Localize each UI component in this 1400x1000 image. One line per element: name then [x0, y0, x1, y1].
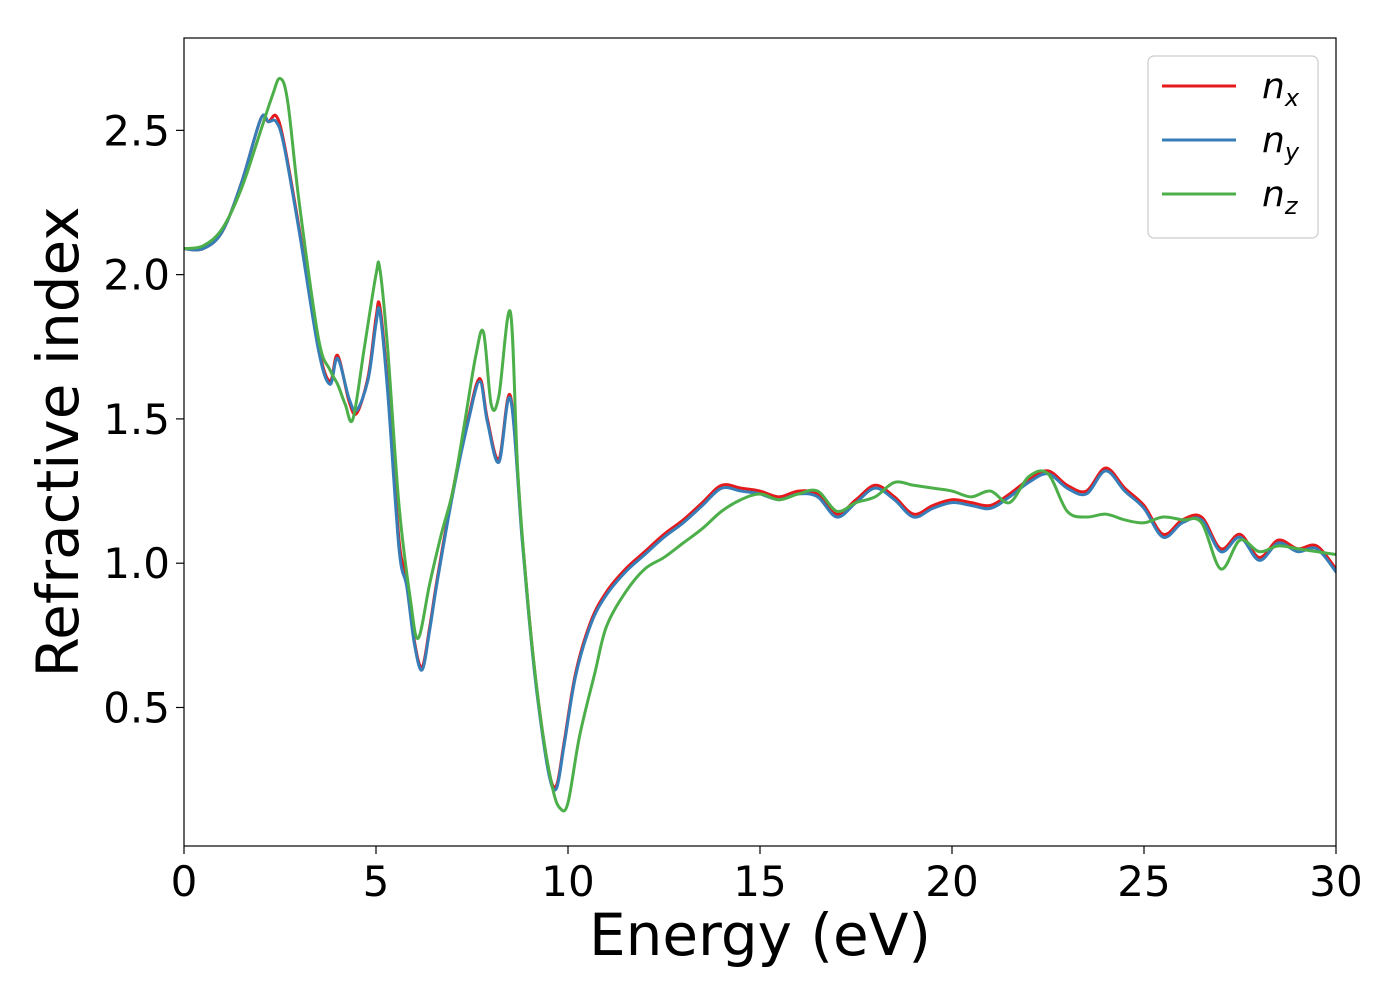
x-tick-label: 10: [541, 857, 594, 906]
series-line-z: [184, 76, 1336, 813]
legend-label-base: n: [1262, 120, 1285, 161]
x-tick-label: 30: [1309, 857, 1362, 906]
x-tick-label: 20: [925, 857, 978, 906]
x-tick-label: 0: [171, 857, 198, 906]
legend-label-base: n: [1262, 174, 1285, 215]
legend-label-x: nx: [1262, 66, 1300, 112]
legend-label-base: n: [1262, 66, 1285, 107]
legend-label-z: nz: [1262, 174, 1299, 220]
y-tick-label: 2.5: [103, 106, 170, 155]
y-axis-ticks: 0.5 1.0 1.5 2.0 2.5: [103, 106, 184, 732]
x-axis-ticks: 0 5 10 15 20 25 30: [171, 846, 1363, 906]
series-layer: [184, 76, 1336, 813]
y-tick-label: 0.5: [103, 683, 170, 732]
y-tick-label: 2.0: [103, 251, 170, 300]
legend-label-subscript: z: [1284, 192, 1299, 220]
y-axis-title: Refractive index: [24, 206, 92, 677]
x-tick-label: 5: [363, 857, 390, 906]
y-tick-label: 1.0: [103, 539, 170, 588]
y-tick-label: 1.5: [103, 395, 170, 444]
legend-label-y: ny: [1262, 120, 1300, 166]
x-tick-label: 25: [1117, 857, 1170, 906]
legend-label-subscript: x: [1284, 84, 1300, 112]
x-tick-label: 15: [733, 857, 786, 906]
x-axis-title: Energy (eV): [589, 901, 931, 969]
legend-label-subscript: y: [1284, 138, 1300, 166]
series-line-y: [184, 113, 1336, 792]
